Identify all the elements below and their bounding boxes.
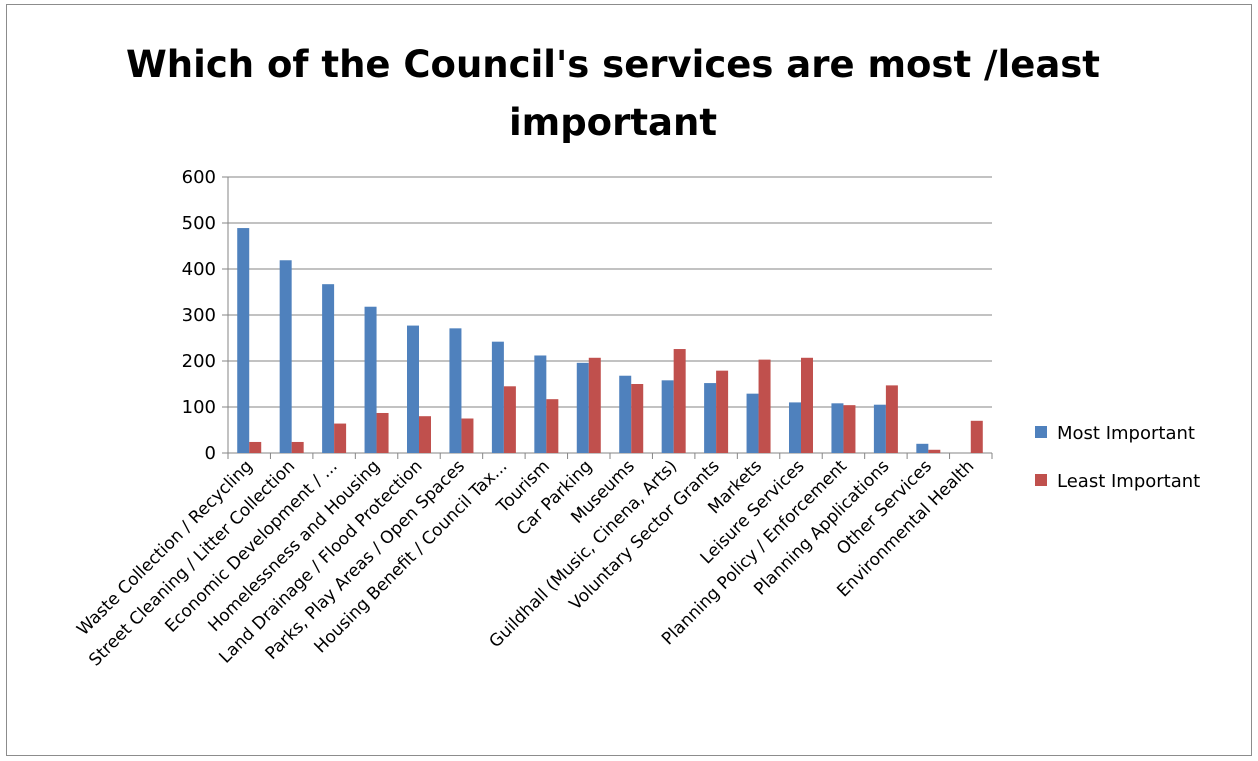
- legend-swatch: [1035, 426, 1047, 438]
- bar-most-important: [534, 355, 547, 453]
- bar-least-important: [716, 370, 729, 453]
- bar-least-important: [843, 405, 856, 453]
- bar-most-important: [407, 325, 419, 453]
- bar-least-important: [249, 441, 262, 453]
- chart-title-line-1: Which of the Council's services are most…: [126, 43, 1100, 86]
- bar-most-important: [789, 402, 801, 453]
- bar-most-important: [916, 443, 929, 453]
- legend-label: Most Important: [1057, 423, 1195, 444]
- bar-least-important: [758, 359, 771, 453]
- legend-label: Least Important: [1057, 471, 1200, 492]
- y-tick-label: 600: [182, 167, 216, 188]
- chart-title-line-2: important: [508, 101, 718, 144]
- legend-swatch: [1035, 474, 1047, 486]
- y-tick-label: 100: [182, 397, 216, 418]
- bar-least-important: [546, 399, 559, 453]
- bar-least-important: [334, 423, 347, 453]
- bar-most-important: [237, 228, 250, 453]
- bar-least-important: [419, 416, 431, 453]
- bar-most-important: [449, 328, 462, 453]
- bar-most-important: [322, 284, 335, 453]
- y-tick-label: 500: [182, 213, 216, 234]
- bar-most-important: [279, 260, 292, 453]
- y-tick-label: 200: [182, 351, 216, 372]
- bar-most-important: [873, 404, 886, 453]
- bar-least-important: [461, 418, 474, 453]
- bar-most-important: [746, 393, 759, 453]
- y-tick-label: 300: [182, 305, 216, 326]
- bar-least-important: [588, 357, 601, 453]
- bar-least-important: [885, 385, 898, 453]
- bar-most-important: [364, 306, 377, 453]
- bar-most-important: [576, 362, 589, 453]
- y-tick-label: 400: [182, 259, 216, 280]
- bar-most-important: [619, 375, 632, 453]
- bar-least-important: [928, 449, 941, 453]
- bar-least-important: [801, 357, 813, 453]
- chart-title: Which of the Council's services are most…: [0, 36, 1226, 152]
- bar-most-important: [831, 403, 844, 453]
- bar-most-important: [661, 380, 674, 453]
- bar-least-important: [503, 386, 516, 453]
- bar-most-important: [704, 383, 717, 453]
- bar-least-important: [673, 349, 686, 453]
- bar-least-important: [970, 420, 983, 453]
- bar-least-important: [291, 441, 304, 453]
- bar-least-important: [631, 384, 644, 453]
- bar-most-important: [491, 341, 504, 453]
- bar-least-important: [376, 412, 389, 453]
- y-tick-label: 0: [205, 443, 216, 464]
